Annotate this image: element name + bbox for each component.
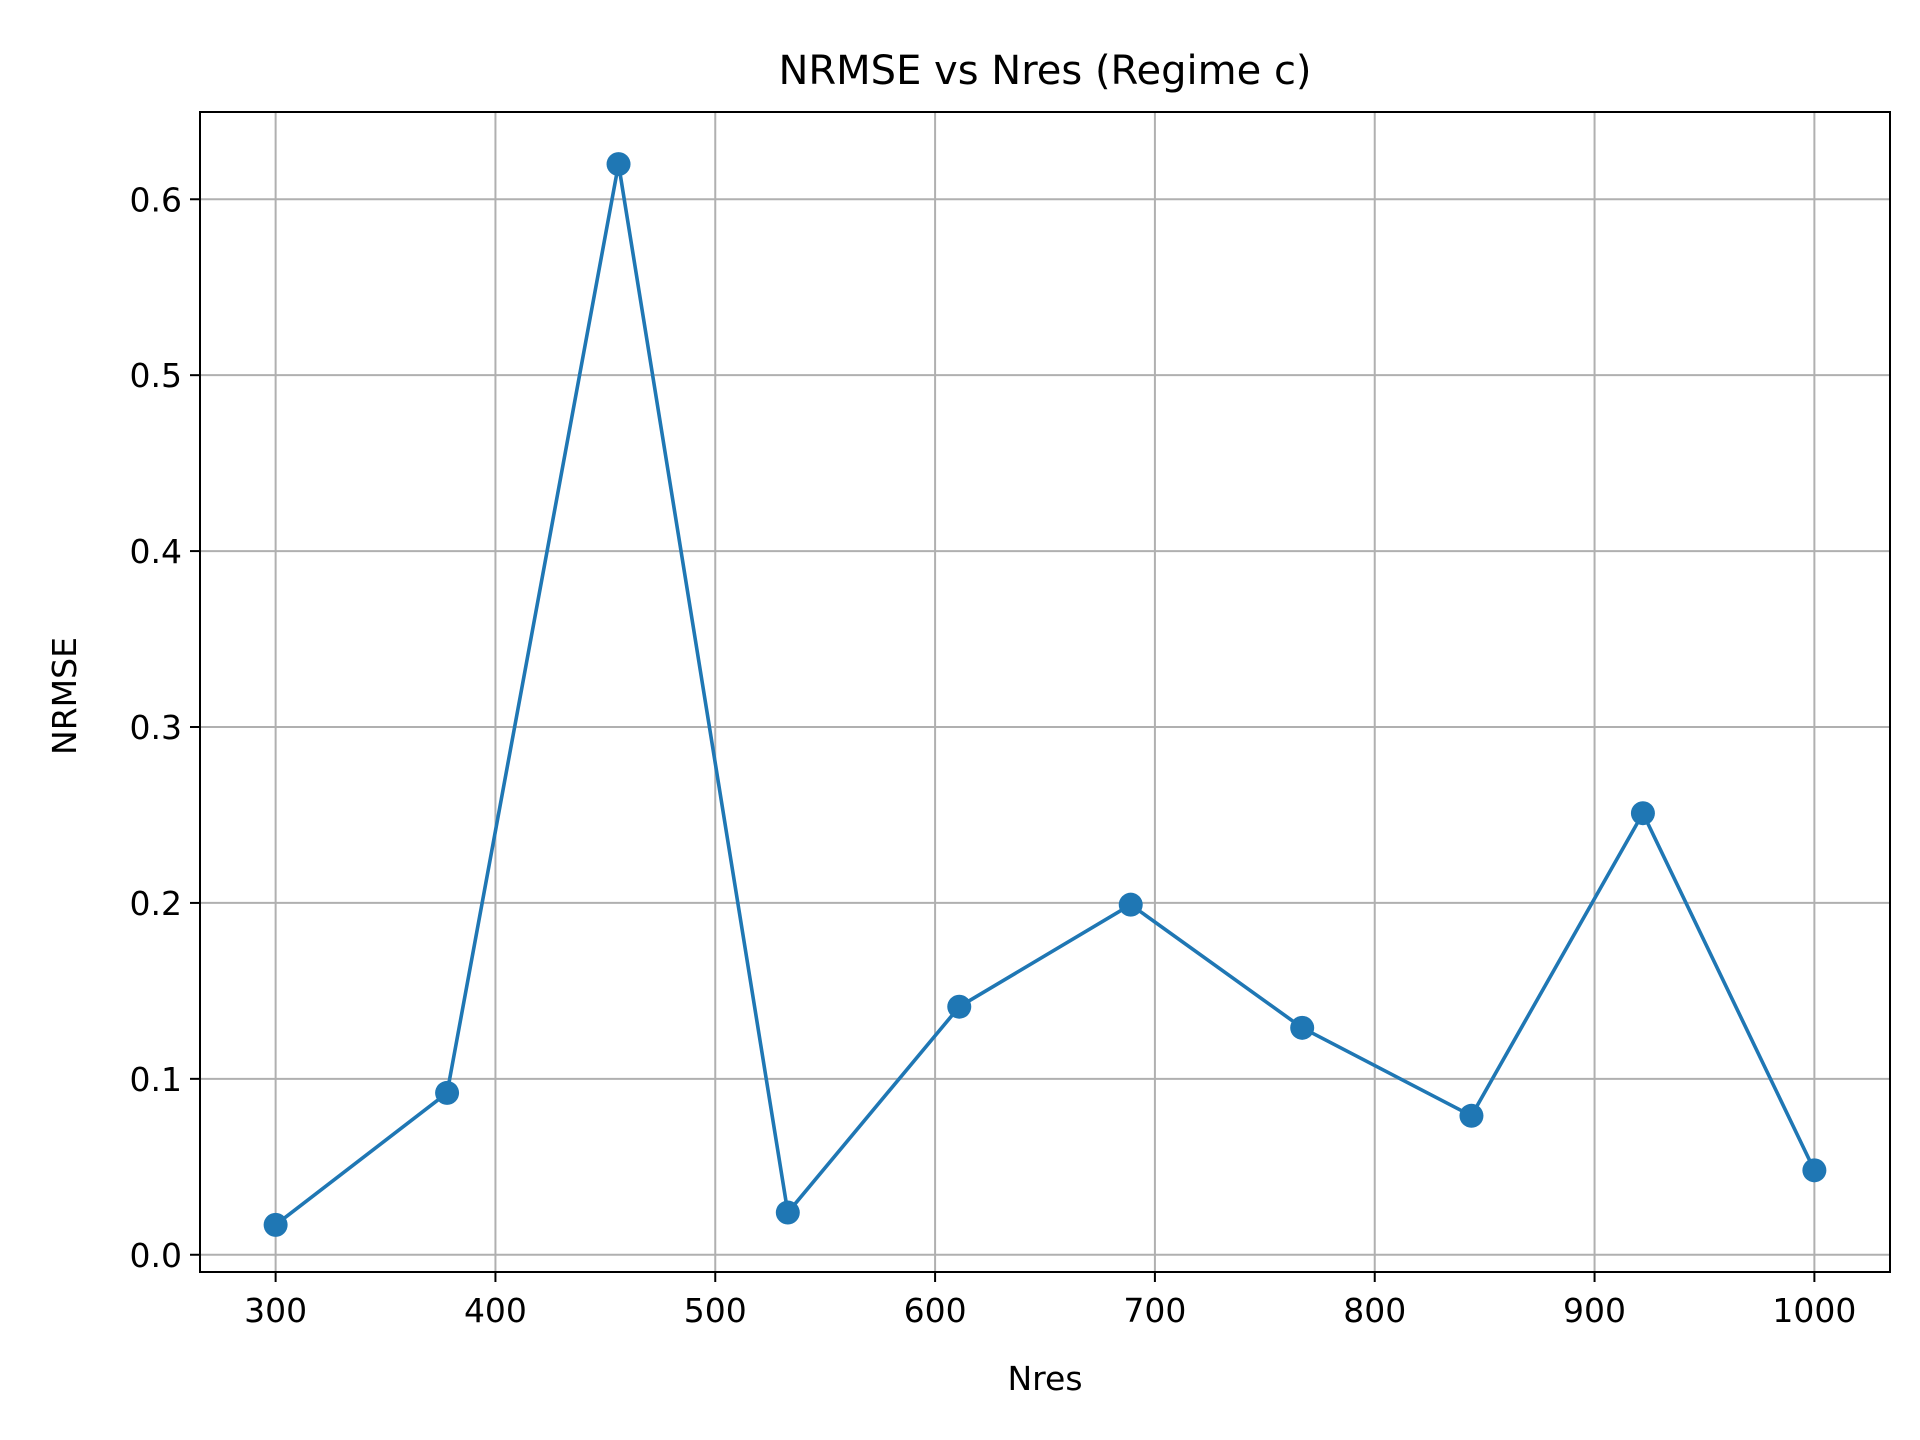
x-tick-label: 500 [684, 1291, 747, 1330]
data-point [1459, 1103, 1484, 1128]
data-point [1802, 1158, 1827, 1183]
y-tick-label: 0.4 [130, 532, 182, 571]
x-tick-label: 900 [1563, 1291, 1626, 1330]
plot-frame [199, 111, 1891, 1273]
y-tick-label: 0.0 [130, 1236, 182, 1275]
data-point [947, 994, 972, 1019]
x-tick-label: 300 [244, 1291, 307, 1330]
data-point [606, 152, 631, 177]
x-tick-label: 1000 [1772, 1291, 1856, 1330]
x-tick-label: 700 [1123, 1291, 1186, 1330]
x-tick-label: 400 [464, 1291, 527, 1330]
series-layer [263, 152, 1827, 1237]
y-tick-label: 0.6 [130, 180, 182, 219]
y-tick-label: 0.3 [130, 708, 182, 747]
x-tick-label: 600 [904, 1291, 967, 1330]
x-tick-label: 800 [1343, 1291, 1406, 1330]
data-point [1290, 1015, 1315, 1040]
y-tick-label: 0.2 [130, 884, 182, 923]
series-line [274, 162, 1817, 1227]
data-point [263, 1212, 288, 1237]
chart-title: NRMSE vs Nres (Regime c) [778, 48, 1311, 94]
data-point [1118, 892, 1143, 917]
x-axis: 300 400 500 600 700 800 900 1000 [244, 1272, 1856, 1330]
data-point [775, 1200, 800, 1225]
y-tick-label: 0.5 [130, 356, 182, 395]
data-point [1630, 801, 1655, 826]
y-tick-label: 0.1 [130, 1060, 182, 1099]
x-axis-label: Nres [1007, 1359, 1082, 1398]
y-axis: 0.0 0.1 0.2 0.3 0.4 0.5 0.6 [130, 180, 200, 1275]
y-axis-label: NRMSE [45, 637, 84, 755]
data-point [435, 1080, 460, 1105]
